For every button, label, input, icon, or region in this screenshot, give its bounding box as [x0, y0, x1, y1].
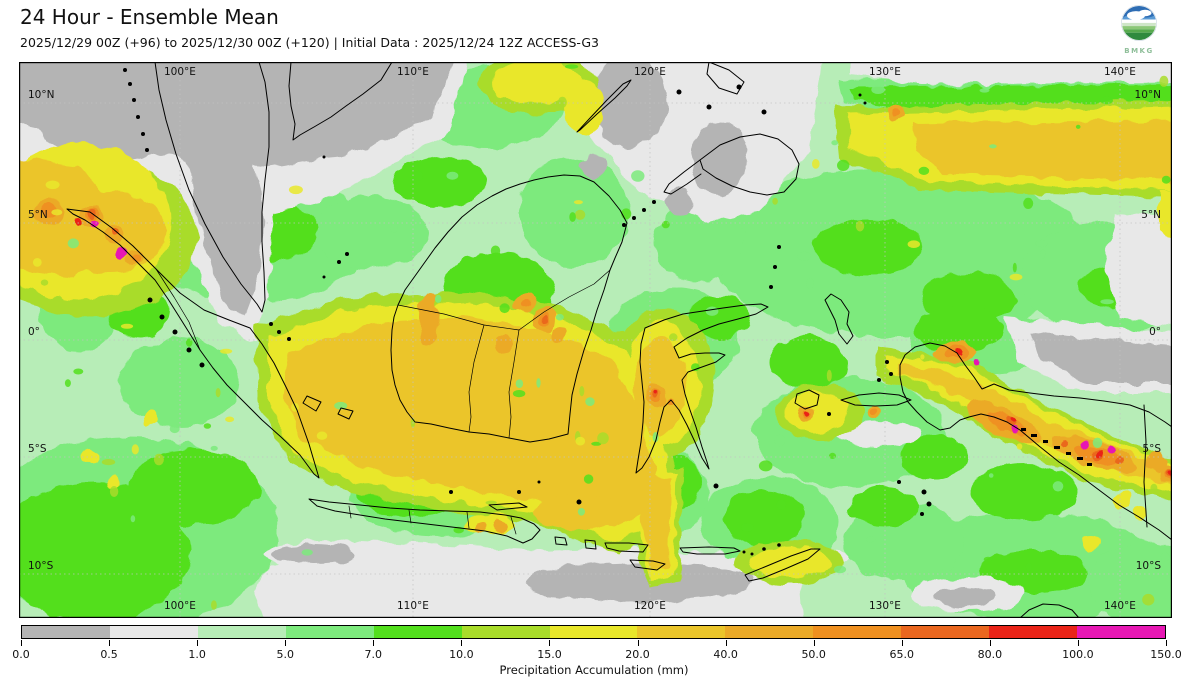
colorbar-segment-5 — [461, 626, 550, 638]
colorbar-label: Precipitation Accumulation (mm) — [499, 663, 689, 677]
colorbar-segment-2 — [197, 626, 286, 638]
colorbar-tickmark-9 — [813, 640, 815, 646]
colorbar-segment-9 — [813, 626, 902, 638]
islets-layer — [123, 68, 1092, 556]
page-title: 24 Hour - Ensemble Mean — [20, 5, 279, 29]
colorbar-tick-label-12: 100.0 — [1062, 648, 1094, 661]
lat-label-right-2: 0° — [1149, 326, 1161, 338]
colorbar-tick-label-4: 7.0 — [364, 648, 383, 661]
colorbar-tickmark-0 — [21, 640, 22, 646]
colorbar-tick-label-3: 5.0 — [276, 648, 294, 661]
lon-label-bottom-4: 140°E — [1104, 600, 1136, 612]
lon-label-bottom-1: 110°E — [397, 600, 429, 612]
lat-label-left-4: 10°S — [28, 560, 54, 572]
lat-label-left-1: 5°N — [28, 209, 48, 221]
colorbar-bar — [21, 625, 1166, 639]
lon-label-top-0: 100°E — [164, 66, 196, 78]
colorbar-tick-label-1: 0.5 — [100, 648, 118, 661]
colorbar-tickmark-4 — [373, 640, 375, 646]
lat-label-right-1: 5°N — [1141, 209, 1161, 221]
bmkg-logo-text: BMKG — [1124, 47, 1154, 55]
lat-label-left-2: 0° — [28, 326, 40, 338]
colorbar-tick-label-7: 20.0 — [625, 648, 650, 661]
colorbar-tick-label-0: 0.0 — [12, 648, 30, 661]
lon-label-top-4: 140°E — [1104, 66, 1136, 78]
colorbar-tick-label-9: 50.0 — [801, 648, 826, 661]
colorbar-segment-12 — [1077, 626, 1165, 638]
lat-label-left-3: 5°S — [28, 443, 47, 455]
colorbar-tickmark-13 — [1166, 640, 1167, 646]
colorbar-segment-0 — [22, 626, 110, 638]
colorbar-tick-label-6: 15.0 — [537, 648, 562, 661]
lon-label-bottom-2: 120°E — [634, 600, 666, 612]
colorbar-tickmark-2 — [197, 640, 199, 646]
colorbar-segment-3 — [285, 626, 374, 638]
colorbar-segment-10 — [901, 626, 990, 638]
lon-label-top-3: 130°E — [869, 66, 901, 78]
forecast-period: 2025/12/29 00Z (+96) to 2025/12/30 00Z (… — [20, 35, 599, 50]
colorbar-segment-1 — [109, 626, 198, 638]
colorbar-segment-7 — [637, 626, 726, 638]
colorbar-segment-8 — [725, 626, 814, 638]
colorbar-tick-label-13: 150.0 — [1150, 648, 1182, 661]
colorbar-tickmark-3 — [285, 640, 287, 646]
bmkg-logo: BMKG — [1114, 2, 1164, 55]
bmkg-logo-icon — [1121, 5, 1157, 41]
colorbar-tickmark-5 — [461, 640, 463, 646]
colorbar-tick-label-10: 65.0 — [889, 648, 915, 661]
colorbar-tickmark-12 — [1077, 640, 1079, 646]
colorbar-tickmark-6 — [549, 640, 551, 646]
lon-label-top-1: 110°E — [397, 66, 429, 78]
colorbar-segment-6 — [549, 626, 638, 638]
colorbar-tickmark-7 — [637, 640, 639, 646]
gridlines-layer — [19, 62, 1172, 618]
colorbar-tick-label-2: 1.0 — [188, 648, 206, 661]
lat-label-left-0: 10°N — [28, 89, 55, 101]
lat-label-right-0: 10°N — [1134, 89, 1161, 101]
colorbar-tickmark-10 — [901, 640, 903, 646]
precipitation-map: 100°E 100°E 110°E 110°E 120°E 120°E 130°E 130°E… — [19, 62, 1172, 618]
lon-label-bottom-0: 100°E — [164, 600, 196, 612]
lon-label-top-2: 120°E — [634, 66, 666, 78]
colorbar-segment-4 — [373, 626, 462, 638]
lat-label-right-3: 5°S — [1142, 443, 1161, 455]
lat-label-right-4: 10°S — [1135, 560, 1161, 572]
coastlines-layer — [66, 62, 1172, 618]
colorbar-tickmark-11 — [989, 640, 991, 646]
map-border — [19, 62, 1172, 618]
precipitation-field-svg — [19, 62, 1172, 618]
colorbar-tick-label-8: 40.0 — [713, 648, 738, 661]
colorbar-tick-label-11: 80.0 — [977, 648, 1003, 661]
colorbar-tickmark-1 — [109, 640, 111, 646]
colorbar-segment-11 — [989, 626, 1078, 638]
colorbar-tickmark-8 — [725, 640, 727, 646]
lon-label-bottom-3: 130°E — [869, 600, 901, 612]
colorbar-tick-label-5: 10.0 — [449, 648, 474, 661]
